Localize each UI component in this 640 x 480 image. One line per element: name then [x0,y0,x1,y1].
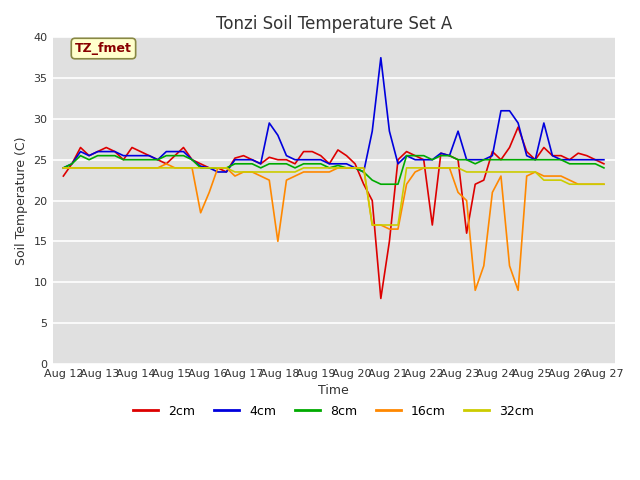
4cm [420,157,428,163]
32cm [600,181,608,187]
Line: 16cm: 16cm [63,164,604,290]
2cm [360,181,367,187]
2cm [283,157,291,163]
16cm [128,165,136,171]
4cm [60,165,67,171]
8cm [60,165,67,171]
4cm [377,55,385,60]
16cm [412,169,419,175]
16cm [60,165,67,171]
32cm [326,165,333,171]
32cm [369,222,376,228]
8cm [377,181,385,187]
2cm [515,124,522,130]
4cm [428,157,436,163]
Y-axis label: Soil Temperature (C): Soil Temperature (C) [15,136,28,265]
8cm [420,153,428,158]
2cm [420,157,428,163]
16cm [291,173,299,179]
16cm [369,222,376,228]
8cm [369,177,376,183]
32cm [420,165,428,171]
2cm [377,296,385,301]
Line: 32cm: 32cm [63,168,604,225]
4cm [334,161,342,167]
16cm [163,161,170,167]
Line: 4cm: 4cm [63,58,604,172]
32cm [412,165,419,171]
4cm [600,157,608,163]
4cm [214,169,221,175]
32cm [360,165,367,171]
2cm [326,161,333,167]
4cm [291,157,299,163]
32cm [60,165,67,171]
8cm [137,157,145,163]
16cm [600,181,608,187]
X-axis label: Time: Time [318,384,349,397]
16cm [472,288,479,293]
4cm [128,153,136,158]
Legend: 2cm, 4cm, 8cm, 16cm, 32cm: 2cm, 4cm, 8cm, 16cm, 32cm [128,400,539,423]
16cm [420,165,428,171]
32cm [283,169,291,175]
2cm [412,153,419,158]
Line: 8cm: 8cm [63,156,604,184]
32cm [128,165,136,171]
Title: Tonzi Soil Temperature Set A: Tonzi Soil Temperature Set A [216,15,452,33]
8cm [334,163,342,168]
Line: 2cm: 2cm [63,127,604,299]
8cm [600,165,608,171]
2cm [60,173,67,179]
2cm [600,161,608,167]
16cm [334,165,342,171]
2cm [128,144,136,150]
8cm [291,165,299,171]
8cm [428,157,436,163]
4cm [369,128,376,134]
8cm [77,153,84,158]
Text: TZ_fmet: TZ_fmet [75,42,132,55]
